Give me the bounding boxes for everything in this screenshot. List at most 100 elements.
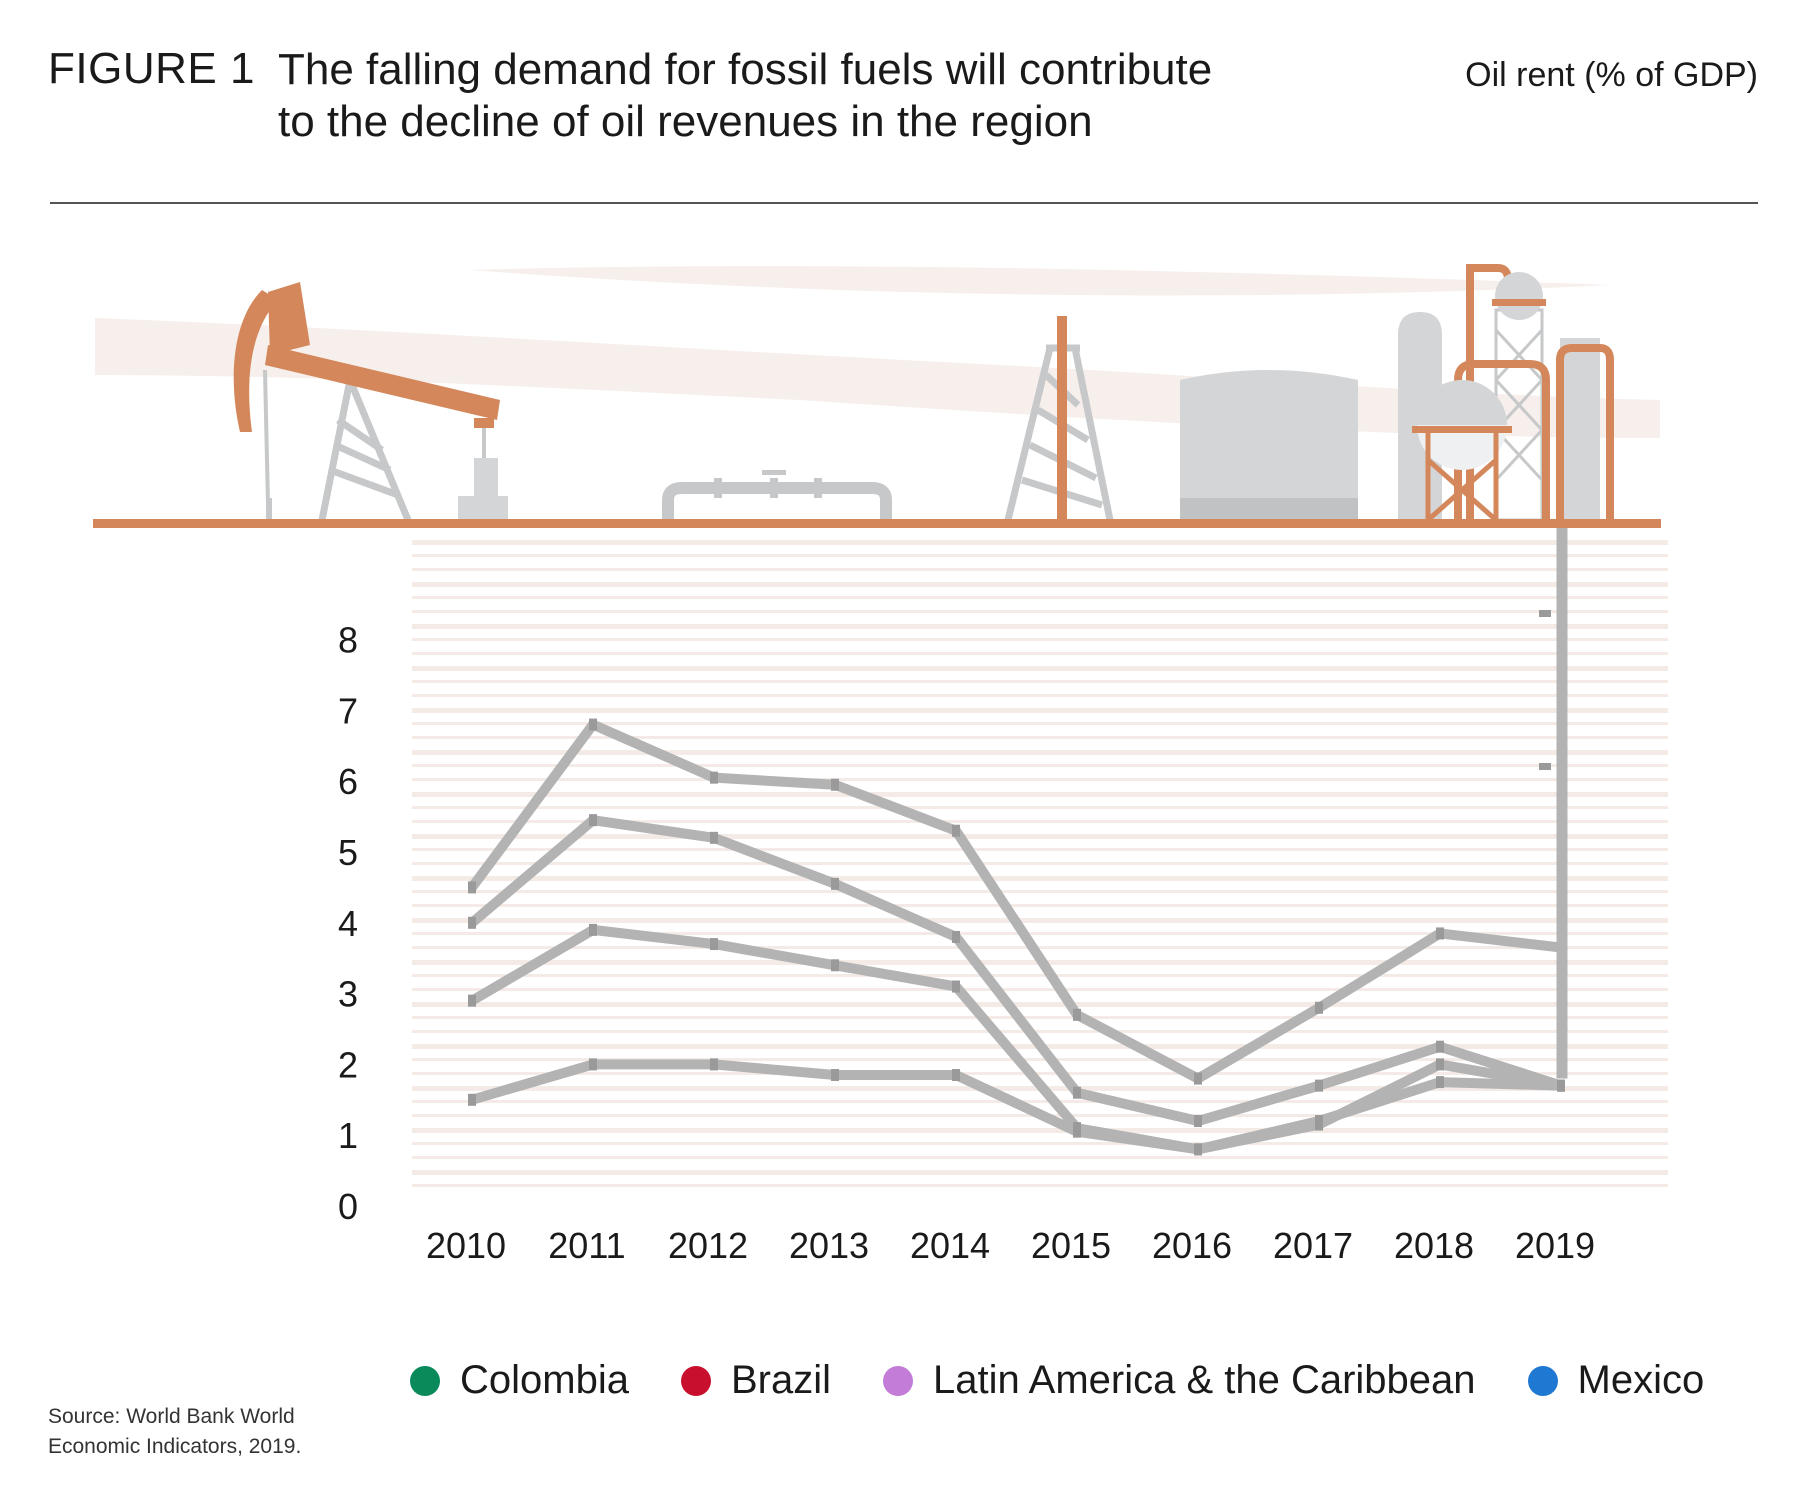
source-line-2: Economic Indicators, 2019. [48, 1435, 302, 1458]
data-point-mexico-2019 [1557, 1079, 1565, 1092]
ground-band [412, 568, 1668, 571]
ground-band [412, 694, 1668, 697]
ground-band [412, 806, 1668, 809]
ground-band [412, 932, 1668, 935]
data-point-mexico-2010 [468, 994, 476, 1007]
data-point-colombia-2017 [1315, 1001, 1323, 1014]
legend-swatch-colombia [410, 1365, 440, 1396]
ground-band [412, 736, 1668, 739]
source-line-1: Source: World Bank World [48, 1405, 295, 1428]
data-point-latin-america-and-the-caribbean-2014 [952, 930, 960, 943]
y-tick-label-5: 5 [338, 832, 358, 873]
ground-band [412, 1058, 1668, 1061]
chart-title: The falling demand for fossil fuels will… [278, 44, 1358, 148]
legend-label-colombia: Colombia [460, 1358, 629, 1402]
ground-band [412, 890, 1668, 893]
ground-band [412, 680, 1668, 683]
x-tick-label-2016: 2016 [1152, 1225, 1232, 1266]
data-point-colombia-2012 [710, 771, 718, 784]
pump-jack-illustration [233, 282, 508, 522]
ground-band [412, 638, 1668, 641]
data-point-latin-america-and-the-caribbean-2015 [1073, 1086, 1081, 1099]
data-point-latin-america-and-the-caribbean-2012 [710, 831, 718, 844]
x-tick-label-2017: 2017 [1273, 1225, 1353, 1266]
ground-band [412, 820, 1668, 823]
ground-line [93, 519, 1661, 528]
data-point-latin-america-and-the-caribbean-2011 [589, 814, 597, 827]
ground-band [412, 554, 1668, 557]
oil-derrick-illustration [1004, 316, 1114, 521]
data-point-colombia-2011 [589, 718, 597, 731]
x-axis: 2010 2011 2012 2013 2014 2015 2016 2017 2018 2019 [426, 1225, 1595, 1266]
data-point-colombia-2014 [952, 824, 960, 837]
ground-band [412, 862, 1668, 865]
data-point-mexico-2015 [1073, 1122, 1081, 1135]
legend-swatch-mexico [1527, 1365, 1558, 1396]
data-point-brazil-2010 [468, 1093, 476, 1106]
data-point-latin-america-and-the-caribbean-2018 [1436, 1040, 1444, 1053]
ground-band [412, 1030, 1668, 1033]
pipeline-illustration [662, 470, 892, 520]
ground-band [412, 946, 1668, 949]
legend-label-brazil: Brazil [730, 1358, 831, 1402]
legend-item-mexico: Mexico [1527, 1358, 1705, 1403]
data-point-brazil-2012 [710, 1058, 718, 1071]
ground-band [412, 904, 1668, 907]
ground-band [412, 1016, 1668, 1019]
x-tick-label-2018: 2018 [1394, 1225, 1474, 1266]
data-point-colombia-2016 [1194, 1072, 1202, 1085]
data-point-mexico-2016 [1194, 1143, 1202, 1156]
x-tick-label-2015: 2015 [1031, 1225, 1111, 1266]
ground-band [412, 582, 1668, 587]
ground-band [412, 750, 1668, 755]
ground-band [412, 1100, 1668, 1103]
ground-band [412, 708, 1668, 713]
data-point-latin-america-and-the-caribbean-2010 [468, 916, 476, 929]
data-point-mexico-2018 [1436, 1076, 1444, 1089]
legend-label-mexico: Mexico [1577, 1358, 1705, 1402]
ground-band [412, 540, 1668, 545]
legend-label-latam: Latin America & the Caribbean [933, 1358, 1476, 1402]
ground-band [412, 1170, 1668, 1175]
x-tick-label-2014: 2014 [910, 1225, 990, 1266]
legend: Colombia Brazil Latin America & the Cari… [410, 1358, 1704, 1403]
data-point-brazil-2014 [952, 1069, 960, 1082]
data-point-mexico-2013 [831, 959, 839, 972]
data-point-mexico-2012 [710, 938, 718, 951]
data-point-brazil-2018 [1436, 1058, 1444, 1071]
ground-band [412, 596, 1668, 599]
y-tick-label-3: 3 [338, 974, 358, 1015]
figure-label: FIGURE 1 [48, 44, 255, 93]
ground-band [412, 610, 1668, 613]
ground-band [412, 792, 1668, 797]
refinery-illustration [1398, 264, 1614, 522]
ground-band [412, 666, 1668, 671]
header-divider [50, 202, 1758, 204]
chart-title-line-1: The falling demand for fossil fuels will… [278, 45, 1213, 94]
data-point-colombia-2018 [1436, 927, 1444, 940]
y-tick-label-2: 2 [338, 1044, 358, 1085]
data-point-latin-america-and-the-caribbean-2013 [831, 877, 839, 890]
data-point-colombia-2013 [831, 778, 839, 791]
x-tick-label-2013: 2013 [789, 1225, 869, 1266]
data-point-mexico-2017 [1315, 1115, 1323, 1128]
ground-band [412, 722, 1668, 725]
legend-item-brazil: Brazil [680, 1358, 831, 1403]
x-tick-label-2010: 2010 [426, 1225, 506, 1266]
ground-band [412, 1156, 1668, 1159]
y-axis-unit-label: Oil rent (% of GDP) [1465, 56, 1758, 94]
ground-band [412, 1184, 1668, 1187]
data-point-colombia-2010 [468, 881, 476, 894]
ground-band [412, 988, 1668, 991]
x-tick-label-2012: 2012 [668, 1225, 748, 1266]
y-tick-label-1: 1 [338, 1115, 358, 1156]
chart-title-line-2: to the decline of oil revenues in the re… [278, 97, 1093, 146]
series-layer [467, 718, 1565, 1156]
data-point-mexico-2011 [589, 923, 597, 936]
ground-band [412, 1002, 1668, 1007]
series-line-brazil [470, 1059, 1562, 1155]
ground-band [412, 918, 1668, 923]
ground-band [412, 848, 1668, 851]
legend-swatch-latam [883, 1365, 913, 1396]
